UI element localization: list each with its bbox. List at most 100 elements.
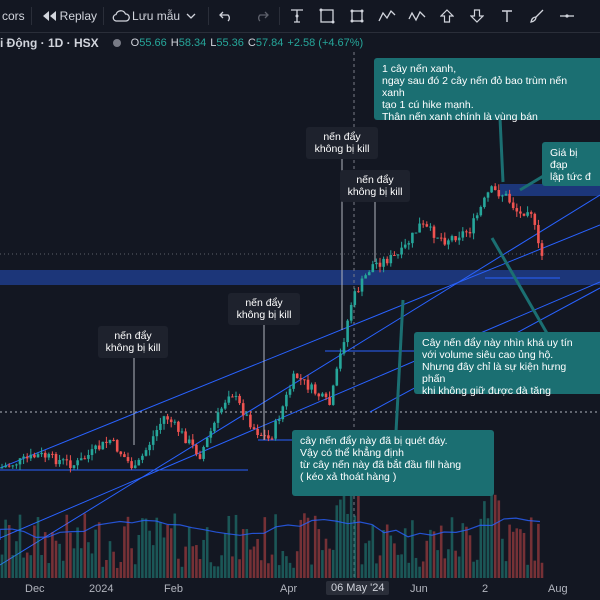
- candle-body: [414, 232, 418, 234]
- volume-bar: [205, 527, 209, 578]
- volume-bar: [533, 560, 537, 578]
- candle-body: [360, 278, 364, 292]
- annotation-push-candle-1[interactable]: nến đẩy không bị kill: [306, 127, 378, 159]
- candle-body: [511, 202, 515, 209]
- volume-bar: [72, 548, 76, 578]
- volume-bar: [472, 561, 475, 578]
- candle-body: [270, 438, 274, 440]
- horizontal-line-tool-icon[interactable]: [556, 5, 578, 27]
- callout-pointer: [490, 237, 550, 336]
- candle-body: [310, 384, 313, 390]
- callout-price-dumped[interactable]: Giá bị đạp lập tức đ: [542, 142, 600, 186]
- volume-bar: [209, 562, 213, 578]
- candle-body: [540, 243, 544, 256]
- candle-body: [58, 459, 61, 465]
- candle-body: [508, 193, 511, 203]
- volume-bar: [303, 513, 306, 578]
- candle-body: [227, 396, 231, 403]
- time-axis[interactable]: Dec 2024 Feb Apr 06 May '24 Jun 2 Aug: [0, 578, 600, 600]
- candle-body: [418, 223, 421, 233]
- candle-body: [148, 444, 151, 451]
- candle-body: [537, 224, 540, 244]
- candle-body: [141, 455, 144, 460]
- candle-body: [396, 254, 400, 256]
- indicators-button[interactable]: cors: [0, 0, 25, 32]
- candle-body: [267, 435, 270, 439]
- candle-body: [184, 431, 187, 444]
- volume-bar: [540, 562, 544, 578]
- volume-bar: [83, 513, 87, 578]
- volume-bar: [105, 559, 108, 578]
- candle-body: [457, 237, 461, 241]
- shape-tool-icon[interactable]: [346, 5, 368, 27]
- candle-body: [342, 342, 346, 354]
- callout-bottom-swept[interactable]: cây nến đẩy này đã bị quét đáy. Vậy có t…: [292, 430, 494, 496]
- candle-body: [202, 447, 205, 459]
- save-template-button[interactable]: Lưu mẫu: [110, 0, 202, 32]
- trend-line-outer: [0, 224, 600, 469]
- replay-label: Replay: [59, 9, 98, 23]
- candle-body: [403, 244, 407, 248]
- callout-sell-zone[interactable]: 1 cây nến xanh, ngay sau đó 2 cây nến đỏ…: [374, 58, 600, 123]
- text-tool-icon[interactable]: [496, 5, 518, 27]
- volume-bar: [22, 557, 25, 578]
- candle-body: [295, 373, 299, 379]
- candle-body: [15, 464, 18, 466]
- zigzag-tool-icon[interactable]: [406, 5, 428, 27]
- candle-body: [7, 465, 11, 467]
- volume-bar: [79, 548, 83, 578]
- volume-bar: [130, 548, 133, 578]
- volume-bar: [213, 566, 216, 578]
- volume-bar: [396, 554, 400, 578]
- close-value: 57.84: [255, 37, 284, 49]
- brush-tool-icon[interactable]: [526, 5, 548, 27]
- volume-bar: [519, 529, 522, 578]
- candle-body: [18, 458, 22, 465]
- volume-bar: [162, 537, 166, 578]
- volume-bar: [375, 563, 378, 578]
- candle-body: [529, 212, 533, 214]
- volume-bar: [382, 530, 385, 578]
- candle-body: [533, 213, 537, 225]
- candle-body: [83, 458, 87, 460]
- candle-body: [331, 385, 335, 405]
- volume-bar: [537, 523, 540, 578]
- annotation-push-candle-3[interactable]: nến đẩy không bị kill: [228, 293, 300, 325]
- volume-bar: [479, 518, 483, 578]
- symbol-title[interactable]: i Động · 1D · HSX: [0, 36, 99, 50]
- rectangle-tool-icon[interactable]: [316, 5, 338, 27]
- arrow-up-icon[interactable]: [436, 5, 458, 27]
- candle-body: [238, 395, 241, 404]
- volume-bar: [151, 545, 155, 578]
- candle-body: [61, 459, 65, 461]
- volume-bar: [245, 529, 249, 578]
- annotation-push-candle-2[interactable]: nến đẩy không bị kill: [340, 170, 410, 202]
- volume-bar: [425, 540, 429, 578]
- volume-bar: [97, 522, 101, 578]
- candle-body: [216, 412, 220, 423]
- volume-bar: [526, 564, 529, 578]
- redo-icon[interactable]: [251, 5, 273, 27]
- volume-bar: [274, 514, 277, 578]
- support-zone: [0, 270, 600, 285]
- trend-line-upper: [0, 194, 600, 566]
- volume-bar: [277, 565, 281, 578]
- callout-fomo-candle[interactable]: Cây nến đẩy này nhìn khá uy tín với volu…: [414, 332, 600, 397]
- undo-icon[interactable]: [215, 5, 237, 27]
- annotation-push-candle-4[interactable]: nến đẩy không bị kill: [98, 326, 168, 358]
- crosshair-line-tool-icon[interactable]: [286, 5, 308, 27]
- volume-bar: [288, 562, 292, 578]
- volume-bar: [36, 517, 40, 578]
- volume-bar: [76, 527, 79, 578]
- replay-button[interactable]: Replay: [38, 0, 97, 32]
- volume-bar: [177, 558, 180, 578]
- candle-body: [353, 291, 357, 305]
- x-tick-label: Apr: [280, 583, 298, 595]
- candle-body: [29, 454, 33, 459]
- path-tool-icon[interactable]: [376, 5, 398, 27]
- volume-bar: [61, 560, 65, 578]
- arrow-down-icon[interactable]: [466, 5, 488, 27]
- candle-body: [486, 192, 490, 198]
- volume-bar: [432, 531, 436, 578]
